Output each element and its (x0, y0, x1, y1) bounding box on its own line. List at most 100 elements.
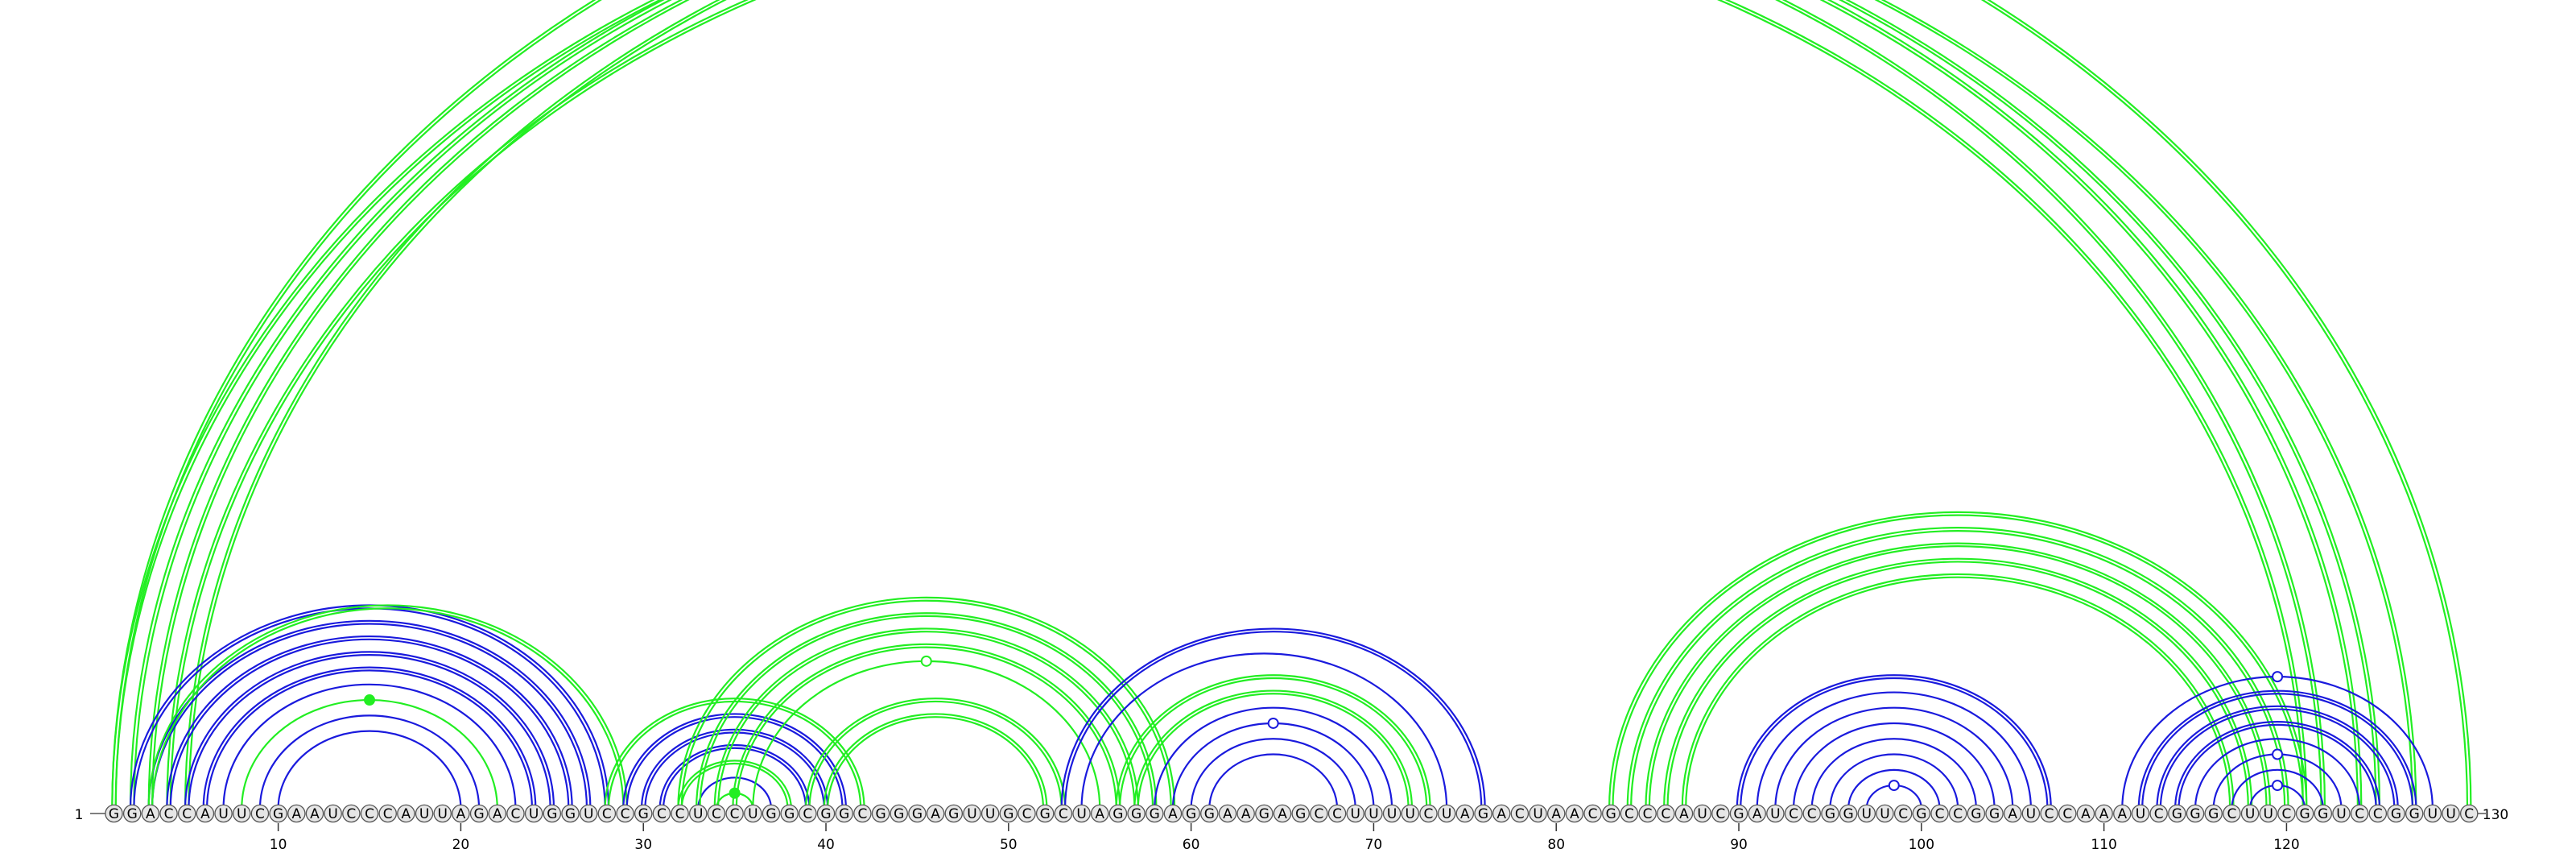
arc-stroke (827, 716, 1045, 809)
base-letter: U (1862, 806, 1872, 822)
base: U (2021, 804, 2041, 823)
base-letter: G (1204, 806, 1215, 822)
base: A (196, 804, 215, 823)
base: G (1035, 804, 1055, 823)
base-pair-arc (111, 0, 2472, 809)
base-circle (1182, 804, 1200, 823)
base-circle (926, 804, 945, 823)
base-circle (2442, 804, 2460, 823)
base-letter: A (456, 806, 466, 822)
base-pair-arc (2194, 738, 2361, 809)
base-letter: U (1076, 806, 1086, 822)
base: A (141, 804, 160, 823)
base-letter: A (200, 806, 210, 822)
base-circle (1857, 804, 1876, 823)
base-circle (2405, 804, 2424, 823)
base-letter: C (1807, 806, 1817, 822)
base: G (871, 804, 890, 823)
base-letter: C (1935, 806, 1945, 822)
axis-tick: 10 (270, 823, 287, 853)
base-letter: G (2190, 806, 2200, 822)
base-pair-arc (697, 776, 773, 809)
base-letter: A (1752, 806, 1762, 822)
arc-stroke (1829, 753, 1959, 809)
arc-stroke (151, 623, 588, 809)
base-letter: G (547, 806, 557, 822)
base-letter: C (2062, 806, 2072, 822)
base-pair-arc (1810, 738, 1977, 809)
base: G (1602, 804, 1620, 823)
base-letter: G (127, 806, 138, 822)
base-letter: G (1186, 806, 1196, 822)
base-circle (2058, 804, 2077, 823)
base-circle (1419, 804, 1438, 823)
base-circle (1327, 804, 1347, 823)
arc-stroke (1736, 674, 2052, 809)
base: G (1182, 804, 1200, 823)
base-circle (177, 804, 196, 823)
base: C (799, 804, 817, 823)
base-letter: C (1898, 806, 1908, 822)
base: G (269, 804, 287, 823)
base: G (780, 804, 799, 823)
arc-stroke (1171, 722, 1375, 809)
base-pair-arc (805, 698, 1067, 809)
base: C (1327, 804, 1347, 823)
base-letter: C (346, 806, 356, 822)
base: G (2186, 804, 2205, 823)
base-circle (1146, 804, 1164, 823)
base: U (524, 804, 543, 823)
base-letter: U (1880, 806, 1889, 822)
base-pair-arc (2248, 780, 2306, 809)
arc-stroke (188, 0, 2414, 809)
base-circle (2332, 804, 2351, 823)
base: U (2259, 804, 2277, 823)
base-circle (890, 804, 908, 823)
base-pair-arc (111, 0, 2326, 809)
base-letter: A (2099, 806, 2109, 822)
base-circle (762, 804, 781, 823)
base-letter: C (803, 806, 812, 822)
arc-stroke (147, 0, 2381, 809)
base-circle (488, 804, 507, 823)
base-circle (1766, 804, 1785, 823)
base-circle (397, 804, 415, 823)
base-circle (2076, 804, 2095, 823)
base-letter: C (1715, 806, 1725, 822)
base-circle (1108, 804, 1128, 823)
base-circle (1455, 804, 1475, 823)
base-pair-arc (166, 0, 2308, 809)
tick-label: 30 (634, 837, 652, 853)
base-circle (1638, 804, 1657, 823)
base-circle (250, 804, 270, 823)
base-letter: U (584, 806, 593, 822)
start-position-label: 1 (75, 807, 84, 823)
base-letter: U (1368, 806, 1378, 822)
arc-stroke (1645, 542, 2272, 809)
base-circle (433, 804, 452, 823)
base-circle (853, 804, 872, 823)
base: G (2204, 804, 2223, 823)
base-circle (1529, 804, 1547, 823)
arc-stroke (658, 743, 811, 809)
base-pair-arc (1154, 706, 1393, 809)
base-pair-arc (677, 596, 1176, 809)
base: G (1821, 804, 1839, 823)
base: C (159, 804, 178, 823)
base-circle (1748, 804, 1766, 823)
base-circle (780, 804, 799, 823)
base-letter: C (1314, 806, 1323, 822)
arc-stroke (206, 669, 534, 809)
arc-stroke (1060, 627, 1486, 809)
axis-tick: 100 (1909, 823, 1934, 853)
base-circle (1620, 804, 1639, 823)
arc-stroke (732, 643, 1121, 809)
arc-stroke (1685, 576, 2231, 809)
base: U (2131, 804, 2150, 823)
base-pair-arc (166, 635, 573, 809)
base-circle (141, 804, 160, 823)
base: G (1967, 804, 1986, 823)
base-circle (1273, 804, 1292, 823)
base-circle (2459, 804, 2479, 823)
arc-stroke (2178, 723, 2377, 809)
